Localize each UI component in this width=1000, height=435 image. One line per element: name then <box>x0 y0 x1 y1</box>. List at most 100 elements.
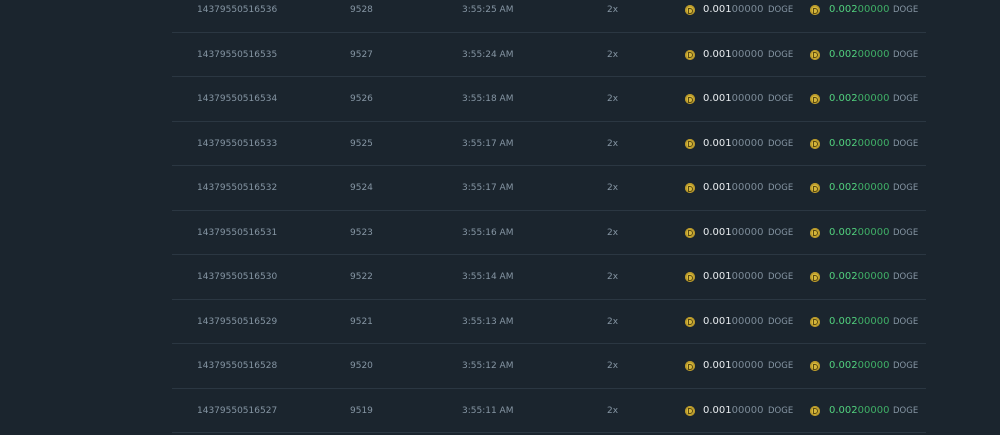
table-row: 14379550516534 9526 3:55:18 AM 2x 0.00100000… <box>172 77 926 122</box>
bet-id: 14379550516535 <box>197 49 278 60</box>
nonce: 9522 <box>350 272 373 282</box>
bet-amount: 0.00100000 <box>703 137 764 149</box>
bet-amount: 0.00100000 <box>703 93 764 104</box>
nonce: 9524 <box>350 183 373 193</box>
coin-icon <box>685 49 695 60</box>
coin-icon <box>685 272 695 282</box>
coin-icon <box>810 316 820 327</box>
bet-currency: DOGE <box>768 49 794 60</box>
nonce: 9525 <box>350 138 373 149</box>
time: 3:55:12 AM <box>462 361 514 371</box>
multiplier: 2x <box>607 94 619 104</box>
table-row: 14379550516535 9527 3:55:24 AM 2x 0.00100000… <box>172 33 926 77</box>
coin-icon <box>685 94 695 104</box>
profit: 0.00200000 <box>829 4 890 15</box>
coin-icon <box>810 183 820 193</box>
bet-amount: 0.00100000 <box>703 360 764 371</box>
nonce: 9521 <box>350 316 373 327</box>
coin-icon <box>810 49 820 60</box>
table-row: 14379550516528 9520 3:55:12 AM 2x 0.00100000… <box>172 344 926 389</box>
table-row: 14379550516532 9524 3:55:17 AM 2x 0.00100000… <box>172 166 926 211</box>
time: 3:55:18 AM <box>462 94 514 104</box>
bet-id: 14379550516533 <box>197 138 278 149</box>
profit: 0.00200000 <box>829 226 890 238</box>
multiplier: 2x <box>607 227 619 238</box>
coin-icon <box>810 94 820 104</box>
multiplier: 2x <box>607 272 619 282</box>
nonce: 9519 <box>350 405 373 416</box>
profit-currency: DOGE <box>893 94 919 104</box>
profit-currency: DOGE <box>893 272 919 282</box>
table-row: 14379550516527 9519 3:55:11 AM 2x 0.00100000… <box>172 389 926 433</box>
coin-icon <box>810 227 820 238</box>
time: 3:55:13 AM <box>462 316 514 327</box>
bet-id: 14379550516531 <box>197 227 278 238</box>
profit-currency: DOGE <box>893 405 919 416</box>
profit: 0.00200000 <box>829 48 890 60</box>
bet-currency: DOGE <box>768 316 794 327</box>
coin-icon <box>810 361 820 371</box>
nonce: 9526 <box>350 94 373 104</box>
profit: 0.00200000 <box>829 182 890 193</box>
bet-currency: DOGE <box>768 272 794 282</box>
profit: 0.00200000 <box>829 315 890 327</box>
coin-icon <box>810 5 820 15</box>
bet-amount: 0.00100000 <box>703 271 764 282</box>
time: 3:55:24 AM <box>462 49 514 60</box>
bet-amount: 0.00100000 <box>703 404 764 416</box>
coin-icon <box>685 361 695 371</box>
table-row: 14379550516530 9522 3:55:14 AM 2x 0.00100000… <box>172 255 926 300</box>
coin-icon <box>685 405 695 416</box>
bet-amount: 0.00100000 <box>703 315 764 327</box>
profit-currency: DOGE <box>893 5 919 15</box>
table-row: 14379550516533 9525 3:55:17 AM 2x 0.00100000… <box>172 122 926 166</box>
multiplier: 2x <box>607 405 619 416</box>
profit: 0.00200000 <box>829 271 890 282</box>
time: 3:55:17 AM <box>462 183 514 193</box>
multiplier: 2x <box>607 49 619 60</box>
bet-id: 14379550516529 <box>197 316 278 327</box>
coin-icon <box>810 272 820 282</box>
profit-currency: DOGE <box>893 316 919 327</box>
profit: 0.00200000 <box>829 137 890 149</box>
time: 3:55:17 AM <box>462 138 514 149</box>
bet-id: 14379550516530 <box>197 272 278 282</box>
multiplier: 2x <box>607 361 619 371</box>
time: 3:55:25 AM <box>462 5 514 15</box>
bet-currency: DOGE <box>768 405 794 416</box>
bet-id: 14379550516532 <box>197 183 278 193</box>
coin-icon <box>810 138 820 149</box>
time: 3:55:16 AM <box>462 227 514 238</box>
coin-icon <box>810 405 820 416</box>
multiplier: 2x <box>607 5 619 15</box>
bet-currency: DOGE <box>768 94 794 104</box>
profit-currency: DOGE <box>893 138 919 149</box>
nonce: 9527 <box>350 49 373 60</box>
multiplier: 2x <box>607 316 619 327</box>
bet-currency: DOGE <box>768 183 794 193</box>
bet-amount: 0.00100000 <box>703 226 764 238</box>
coin-icon <box>685 227 695 238</box>
bet-currency: DOGE <box>768 138 794 149</box>
bet-currency: DOGE <box>768 361 794 371</box>
nonce: 9528 <box>350 5 373 15</box>
time: 3:55:11 AM <box>462 405 514 416</box>
profit-currency: DOGE <box>893 361 919 371</box>
nonce: 9520 <box>350 361 373 371</box>
table-row: 14379550516536 9528 3:55:25 AM 2x 0.00100000… <box>172 0 926 33</box>
bet-amount: 0.00100000 <box>703 4 764 15</box>
table-row: 14379550516531 9523 3:55:16 AM 2x 0.00100000… <box>172 211 926 255</box>
profit: 0.00200000 <box>829 93 890 104</box>
bets-table: 14379550516536 9528 3:55:25 AM 2x 0.00100000… <box>172 0 926 433</box>
bet-id: 14379550516527 <box>197 405 278 416</box>
profit: 0.00200000 <box>829 360 890 371</box>
profit-currency: DOGE <box>893 183 919 193</box>
profit-currency: DOGE <box>893 227 919 238</box>
coin-icon <box>685 183 695 193</box>
coin-icon <box>685 5 695 15</box>
multiplier: 2x <box>607 138 619 149</box>
time: 3:55:14 AM <box>462 272 514 282</box>
bet-id: 14379550516534 <box>197 94 278 104</box>
bet-currency: DOGE <box>768 227 794 238</box>
